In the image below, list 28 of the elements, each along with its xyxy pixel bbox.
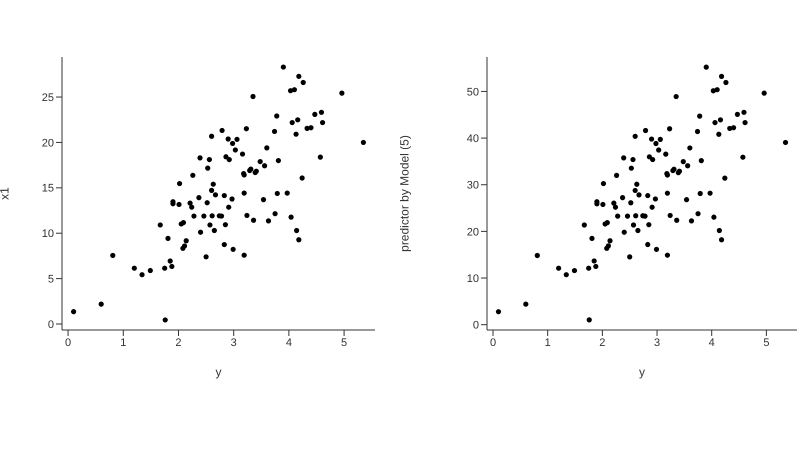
y-axis-title: predictor by Model (5): [397, 135, 412, 252]
x-tick-label: 5: [763, 336, 770, 349]
y-tick-label: 10: [466, 272, 479, 285]
y-tick-label: 25: [42, 92, 54, 104]
x-axis-title: y: [639, 365, 645, 379]
y-tick-label: 5: [48, 274, 54, 286]
x-tick-label: 2: [175, 336, 182, 349]
y-tick-label: 30: [466, 180, 479, 192]
y-tick-label: 10: [42, 228, 54, 240]
x-tick-label: 4: [286, 336, 292, 349]
x-tick-label: 4: [708, 336, 715, 349]
x-tick-label: 3: [654, 336, 660, 349]
x-tick-label: 2: [599, 336, 606, 349]
y-tick-label: 15: [42, 182, 54, 195]
y-tick-label: 0: [472, 320, 479, 332]
x-tick-label: 3: [230, 336, 237, 349]
x-tick-label: 0: [490, 336, 496, 349]
y-axis-title: x1: [0, 186, 12, 200]
x-tick-label: 0: [65, 336, 72, 349]
x-tick-label: 5: [341, 336, 348, 349]
x-tick-label: 1: [120, 336, 126, 349]
x-axis-title: y: [216, 365, 222, 379]
y-tick-label: 50: [466, 86, 479, 98]
y-tick-label: 20: [466, 226, 479, 238]
y-tick-label: 20: [42, 137, 54, 150]
y-tick-label: 40: [466, 132, 479, 145]
y-tick-label: 0: [48, 318, 54, 331]
x-tick-label: 1: [544, 336, 551, 349]
